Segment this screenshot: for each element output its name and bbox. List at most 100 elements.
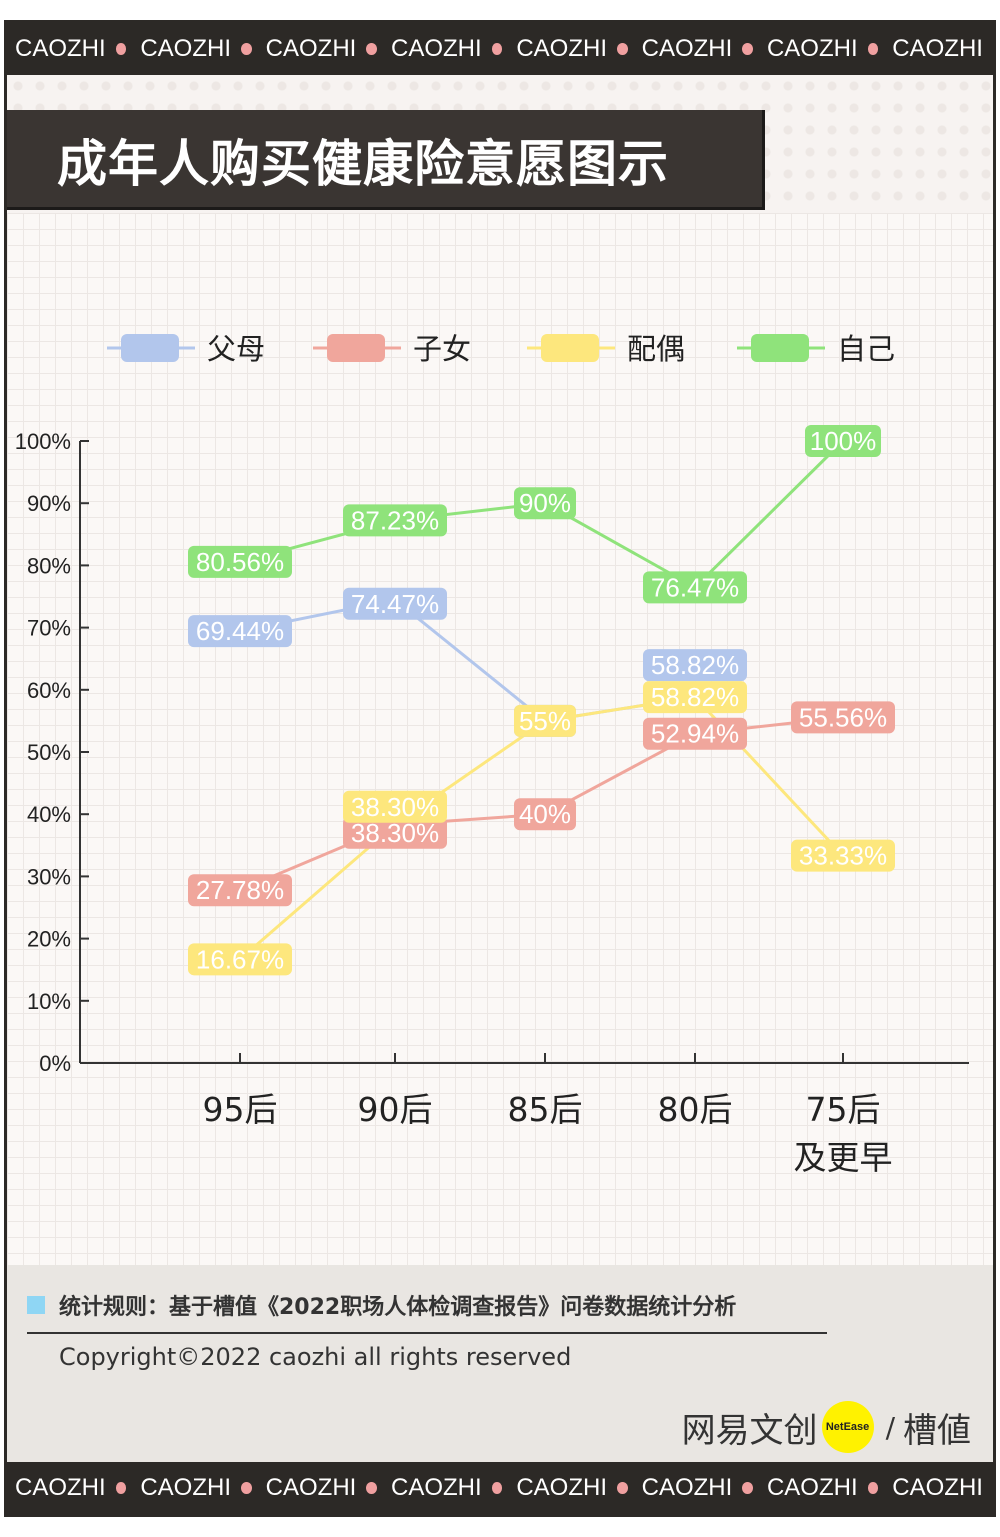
data-label-box [514,704,576,737]
data-label: 33.33% [799,841,887,871]
data-label: 90% [519,488,571,518]
data-label-box [805,425,881,457]
ticker-word: CAOZHI [265,1474,357,1501]
data-label-box [188,545,292,578]
data-label: 58.82% [651,682,739,712]
bottom-ticker-bar: CAOZHI CAOZHI CAOZHI CAOZHI CAOZHI CAOZHI CAOZ… [7,1462,993,1514]
ticker-dot-icon [241,1482,252,1494]
ticker-word: CAOZHI [892,1474,983,1501]
brand-caozhi-text: 槽値 [903,1410,971,1451]
y-tick-label: 20% [27,927,71,952]
copyright-text: Copyright©2022 caozhi all rights reserve… [59,1343,572,1371]
ticker-dot-icon [742,1482,753,1494]
series-line [239,598,696,723]
data-label: 76.47% [651,572,739,602]
data-label-box [791,839,895,872]
legend-label: 自己 [837,332,895,366]
ticker-dot-icon [115,43,127,55]
ticker-dot-icon [616,1482,628,1494]
y-tick-label: 90% [27,491,71,516]
data-label-box [188,615,292,648]
data-label-box [343,587,447,620]
ticker-dot-icon [742,43,753,55]
data-label: 69.44% [196,616,284,646]
y-tick-label: 60% [27,678,71,703]
y-tick-label: 0% [39,1051,71,1076]
ticker-word: CAOZHI [15,1474,106,1501]
y-tick-label: 80% [27,553,71,578]
footer-marker-icon [27,1296,45,1314]
data-label-box [188,874,292,907]
legend-swatch [751,334,809,362]
top-ticker-bar: CAOZHI CAOZHI CAOZHI CAOZHI CAOZHI CAOZHI CAOZ… [7,23,993,75]
x-tick-label: 75后 [806,1090,881,1129]
ticker-word: CAOZHI [15,35,106,62]
legend-swatch [327,334,385,362]
data-label: 55% [519,706,571,736]
data-label: 58.82% [651,650,739,680]
ticker-word: CAOZHI [390,35,482,62]
brand-logo: 网易文创 NetEase / 槽値 [682,1401,971,1453]
ticker-dot-icon [241,43,252,55]
data-label-box [643,649,747,682]
poster-frame: CAOZHI CAOZHI CAOZHI CAOZHI CAOZHI CAOZHI CAOZ… [4,20,996,1517]
legend-label: 配偶 [627,332,685,366]
ticker-dot-icon [366,43,377,55]
data-label: 16.67% [196,944,284,974]
data-label: 38.30% [351,792,439,822]
y-tick-label: 10% [27,989,71,1014]
ticker-word: CAOZHI [390,1474,482,1501]
ticker-word: CAOZHI [265,35,357,62]
x-tick-label: 及更早 [794,1138,893,1177]
legend-swatch [541,334,599,362]
data-label-box [514,487,576,520]
ticker-word: CAOZHI [140,1474,231,1501]
x-tick-label: 95后 [203,1090,278,1129]
ticker-word: CAOZHI [766,1474,858,1501]
data-label: 74.47% [351,589,439,619]
y-tick-label: 70% [27,616,71,641]
ticker-dot-icon [867,43,879,55]
data-label: 40% [519,799,571,829]
y-tick-label: 30% [27,864,71,889]
x-tick-label: 85后 [508,1090,583,1129]
title-banner: 成年人购买健康险意愿图示 [7,110,765,210]
legend-swatch [121,334,179,362]
data-label-box [643,571,747,604]
footer-divider [27,1332,827,1334]
ticker-word: CAOZHI [140,35,231,62]
ticker-dot-icon [867,1482,879,1494]
y-tick-label: 100% [15,429,71,454]
ticker-word: CAOZHI [641,35,733,62]
statistics-rule-text: 统计规则：基于槽值《2022职场人体检调查报告》问卷数据统计分析 [59,1295,737,1320]
data-label-box [643,681,747,714]
data-label: 87.23% [351,505,439,535]
ticker-dot-icon [616,43,628,55]
data-label: 55.56% [799,702,887,732]
y-tick-label: 50% [27,740,71,765]
ticker-dot-icon [491,1482,503,1494]
x-tick-label: 90后 [358,1090,433,1129]
line-chart: 0% 10% 20% 30% 40% 50% 60% 70% 80% 90% 100% 95后 90后 8… [15,332,969,1177]
data-label-box [791,701,895,734]
data-label: 52.94% [651,719,739,749]
netease-badge-icon: NetEase [821,1401,874,1453]
chart-area: 0% 10% 20% 30% 40% 50% 60% 70% 80% 90% 100% 95后 90后 8… [7,213,993,1265]
y-tick-label: 40% [27,802,71,827]
data-label-box [643,717,747,750]
footer: 统计规则：基于槽值《2022职场人体检调查报告》问卷数据统计分析 Copyrig… [7,1265,993,1468]
page-title: 成年人购买健康险意愿图示 [57,135,669,193]
ticker-word: CAOZHI [766,35,858,62]
data-label-box [514,798,576,831]
x-tick-label: 80后 [658,1090,733,1129]
data-label: 100% [810,426,877,456]
legend-label: 父母 [207,332,265,366]
ticker-word: CAOZHI [516,1474,607,1501]
data-label-box [343,790,447,823]
ticker-dot-icon [115,1482,127,1494]
legend-label: 子女 [413,332,471,366]
data-label: 27.78% [196,875,284,905]
brand-slash: / [885,1410,895,1444]
data-label: 80.56% [196,547,284,577]
data-label-box [343,816,447,849]
